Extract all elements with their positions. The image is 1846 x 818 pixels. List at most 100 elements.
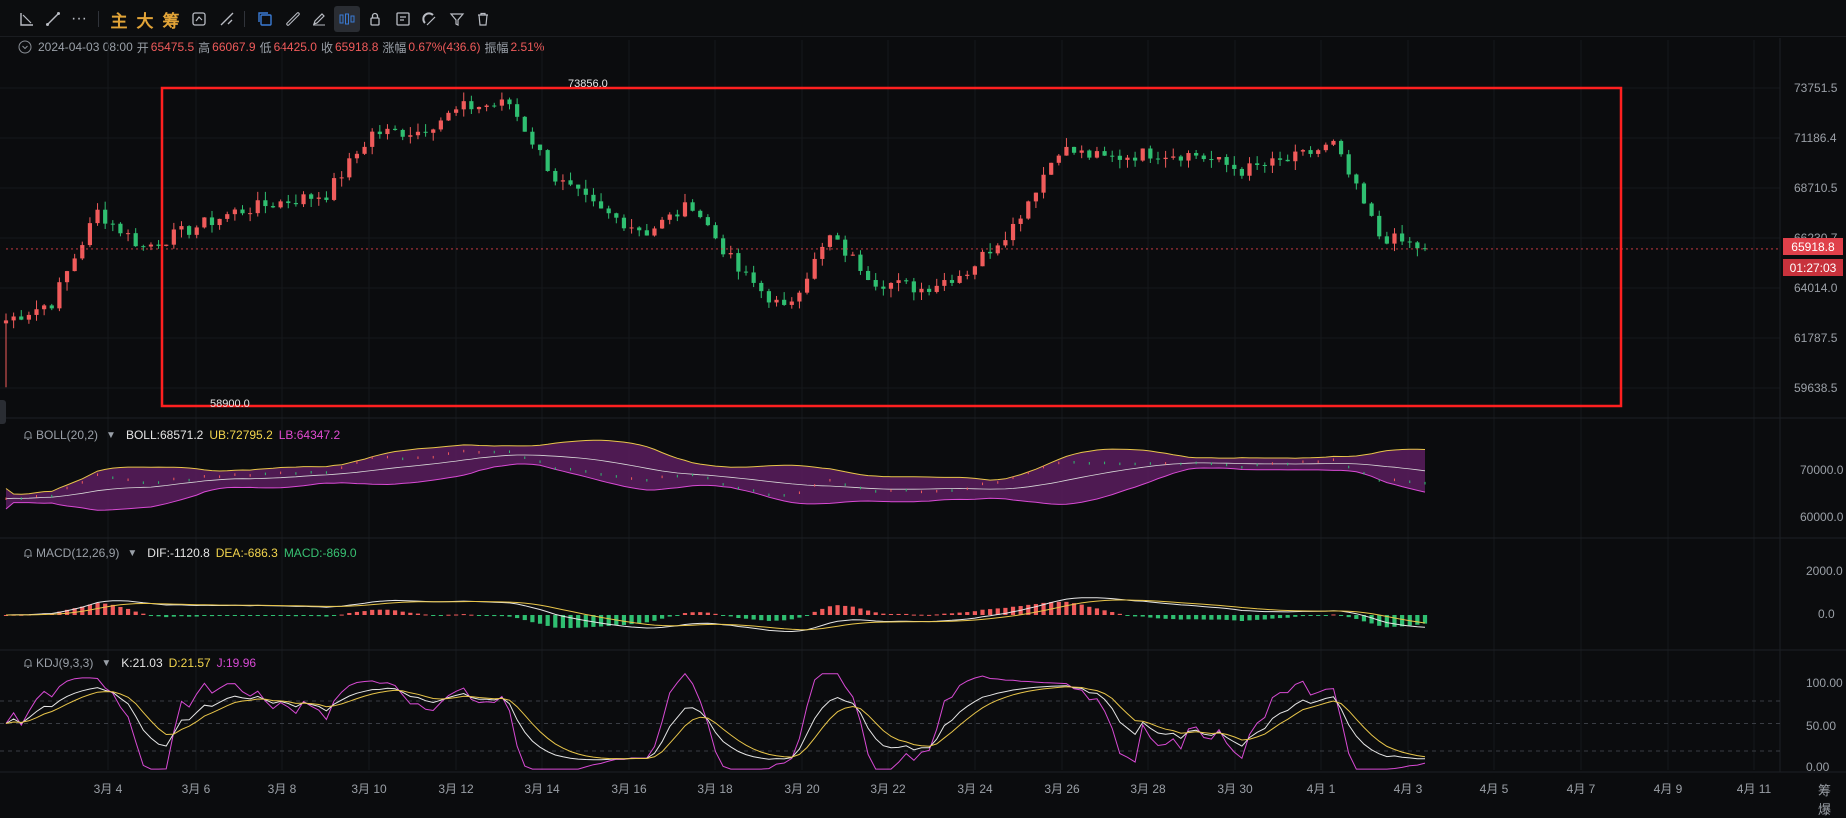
macd-histogram-bar bbox=[118, 606, 123, 615]
macd-histogram-bar bbox=[873, 612, 878, 615]
chevron-down-icon[interactable]: ▼ bbox=[101, 657, 112, 669]
macd-histogram-bar bbox=[179, 615, 184, 617]
lock-icon[interactable] bbox=[362, 6, 388, 32]
candle-body bbox=[57, 282, 62, 309]
chevron-down-icon[interactable]: ▼ bbox=[106, 429, 116, 441]
macd-histogram-bar bbox=[988, 609, 993, 615]
candle-body bbox=[255, 200, 260, 214]
chevron-circle-icon[interactable] bbox=[18, 40, 32, 54]
close-label: 收 bbox=[320, 40, 333, 55]
chart-canvas[interactable] bbox=[0, 0, 1846, 798]
side-panel-handle[interactable] bbox=[0, 400, 6, 424]
large-order-button[interactable]: 大 bbox=[136, 11, 154, 31]
copy-icon[interactable] bbox=[252, 6, 278, 32]
kdj-axis-tick: 0.00 bbox=[1806, 760, 1830, 774]
chip-button[interactable]: 筹 bbox=[162, 11, 180, 31]
candle-body bbox=[598, 201, 604, 209]
macd-histogram-bar bbox=[1369, 615, 1374, 624]
candle-body bbox=[423, 131, 428, 133]
main-chart-button[interactable]: 主 bbox=[110, 11, 128, 31]
macd-histogram-bar bbox=[1422, 615, 1428, 624]
bell-icon[interactable] bbox=[22, 657, 34, 669]
candle-body bbox=[49, 305, 54, 309]
macd-histogram-bar bbox=[148, 615, 154, 616]
macd-legend: MACD(12,26,9) ▼ DIF:-1120.8 DEA:-686.3 M… bbox=[22, 545, 363, 561]
chevron-down-icon[interactable]: ▼ bbox=[127, 547, 138, 559]
bell-icon[interactable] bbox=[22, 547, 34, 559]
close-value: 65918.8 bbox=[334, 40, 379, 54]
candle-body bbox=[652, 228, 657, 236]
kdj-k-value: K:21.03 bbox=[121, 656, 163, 670]
candle-body bbox=[469, 101, 474, 110]
candle-body bbox=[644, 230, 649, 236]
candle-body bbox=[850, 254, 855, 256]
more-icon[interactable]: ··· bbox=[71, 10, 87, 27]
pencil-icon[interactable] bbox=[306, 6, 332, 32]
candle-body bbox=[1346, 154, 1351, 175]
line-tool-icon[interactable] bbox=[14, 6, 40, 32]
macd-histogram-bar bbox=[1316, 615, 1321, 616]
macd-histogram-bar bbox=[1003, 607, 1008, 615]
macd-histogram-bar bbox=[1041, 602, 1046, 615]
ruler-icon[interactable] bbox=[280, 6, 306, 32]
kdj-j-line bbox=[5, 672, 1426, 770]
candle-body bbox=[1125, 157, 1130, 160]
candle-body bbox=[1308, 150, 1313, 154]
filter-icon[interactable] bbox=[444, 6, 470, 32]
macd-histogram-bar bbox=[324, 615, 329, 617]
candle-body bbox=[286, 201, 291, 204]
macd-histogram-bar bbox=[1117, 613, 1122, 615]
boll-lower-line bbox=[5, 463, 1426, 511]
candle-body bbox=[515, 104, 520, 117]
candle-body bbox=[1056, 155, 1061, 163]
macd-histogram-bar bbox=[1171, 615, 1176, 620]
candle-body bbox=[1285, 159, 1290, 162]
candle-body bbox=[751, 272, 756, 283]
candle-body bbox=[774, 299, 779, 303]
macd-histogram-bar bbox=[721, 615, 726, 616]
boll-mid-value: BOLL:68571.2 bbox=[125, 428, 204, 442]
macd-histogram-bar bbox=[911, 614, 916, 616]
candle-body bbox=[583, 188, 588, 195]
macd-histogram-bar bbox=[1201, 615, 1206, 620]
candle-body bbox=[484, 105, 489, 107]
kdj-name: KDJ(9,3,3) bbox=[36, 656, 94, 670]
compare-icon[interactable] bbox=[186, 6, 212, 32]
corner-buttons[interactable]: 筹 爆 bbox=[1818, 783, 1838, 817]
macd-histogram-bar bbox=[80, 606, 85, 615]
candle-body bbox=[263, 200, 268, 207]
magnet-icon[interactable] bbox=[416, 6, 442, 32]
candle-body bbox=[682, 202, 688, 217]
candle-body bbox=[347, 158, 352, 178]
candlestick-type-icon[interactable] bbox=[334, 6, 360, 32]
macd-histogram-bar bbox=[621, 615, 627, 625]
candle-body bbox=[797, 292, 802, 302]
macd-histogram-bar bbox=[1262, 615, 1267, 620]
macd-histogram-bar bbox=[820, 608, 825, 615]
date-tick: 3月 20 bbox=[784, 782, 820, 796]
candle-body bbox=[19, 316, 24, 320]
macd-histogram-bar bbox=[362, 611, 367, 615]
eraser-line-icon[interactable] bbox=[214, 6, 240, 32]
candle-body bbox=[553, 170, 558, 182]
candle-body bbox=[339, 177, 344, 179]
kdj-j-value: J:19.96 bbox=[216, 656, 257, 670]
candle-body bbox=[1369, 203, 1374, 216]
candle-body bbox=[1354, 174, 1359, 184]
macd-histogram-bar bbox=[377, 609, 382, 615]
macd-histogram-bar bbox=[690, 612, 695, 615]
bell-icon[interactable] bbox=[22, 429, 34, 441]
date-tick: 3月 22 bbox=[870, 782, 906, 796]
trash-icon[interactable] bbox=[470, 6, 496, 32]
macd-dea-value: DEA:-686.3 bbox=[215, 546, 278, 560]
boll-upper-line bbox=[5, 439, 1426, 495]
macd-histogram-bar bbox=[606, 615, 611, 626]
candle-body bbox=[835, 235, 840, 240]
candle-body bbox=[713, 225, 718, 239]
boll-ub-value: UB:72795.2 bbox=[209, 428, 273, 442]
candle-body bbox=[1033, 192, 1039, 202]
trendline-icon[interactable] bbox=[40, 6, 66, 32]
macd-histogram-bar bbox=[408, 612, 413, 615]
price-tick: 64014.0 bbox=[1794, 281, 1838, 295]
template-icon[interactable] bbox=[390, 6, 416, 32]
